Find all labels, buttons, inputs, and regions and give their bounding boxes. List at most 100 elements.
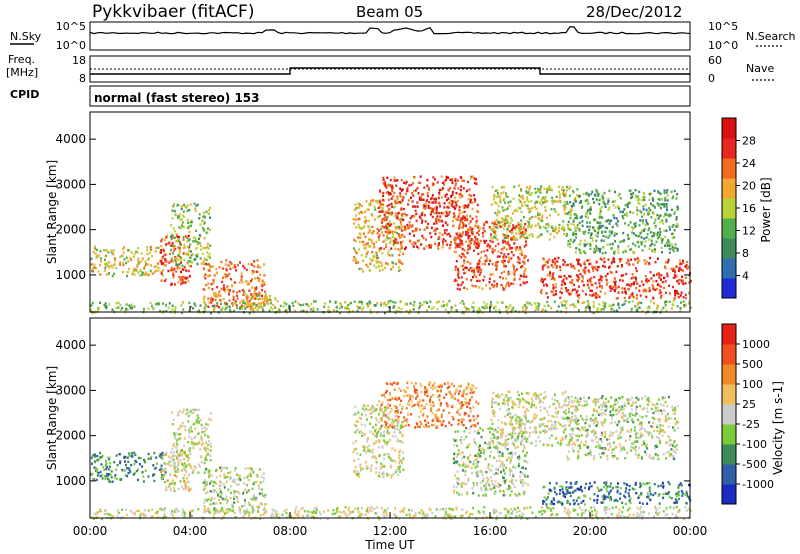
range-gate-cell xyxy=(252,498,255,501)
noise-right-tick-top: 10^5 xyxy=(708,20,738,33)
range-gate-cell xyxy=(546,200,549,203)
range-gate-cell xyxy=(454,184,457,187)
range-gate-cell xyxy=(172,252,174,255)
range-gate-cell xyxy=(522,227,525,230)
range-gate-cell xyxy=(418,425,421,428)
range-gate-cell xyxy=(389,410,392,414)
range-gate-cell xyxy=(97,306,100,309)
range-gate-cell xyxy=(463,249,466,252)
range-gate-cell xyxy=(375,266,378,269)
range-gate-cell xyxy=(475,242,478,245)
range-gate-cell xyxy=(139,514,142,517)
range-gate-cell xyxy=(552,228,555,231)
range-gate-cell xyxy=(630,307,633,311)
range-gate-cell xyxy=(584,309,587,312)
range-gate-cell xyxy=(209,454,212,458)
range-gate-cell xyxy=(288,304,291,307)
range-gate-cell xyxy=(183,246,186,249)
range-gate-cell xyxy=(545,216,548,219)
range-gate-cell xyxy=(493,249,496,252)
range-gate-cell xyxy=(387,237,390,240)
range-gate-cell xyxy=(588,208,591,211)
range-gate-cell xyxy=(481,232,484,235)
range-gate-cell xyxy=(671,232,674,236)
range-gate-cell xyxy=(220,308,223,311)
range-gate-cell xyxy=(206,251,209,254)
range-gate-cell xyxy=(385,443,388,446)
range-gate-cell xyxy=(665,220,668,223)
range-gate-cell xyxy=(466,260,469,264)
range-gate-cell xyxy=(229,267,232,271)
range-gate-cell xyxy=(591,239,594,242)
range-gate-cell xyxy=(421,303,424,307)
range-gate-cell xyxy=(562,280,565,284)
range-gate-cell xyxy=(210,301,213,304)
range-gate-cell xyxy=(631,300,634,303)
range-gate-cell xyxy=(366,265,369,269)
range-gate-cell xyxy=(422,198,425,201)
range-gate-cell xyxy=(651,284,654,287)
range-gate-cell xyxy=(586,225,589,228)
range-gate-cell xyxy=(383,465,386,468)
range-gate-cell xyxy=(498,195,501,199)
range-gate-cell xyxy=(387,456,390,459)
range-gate-cell xyxy=(245,293,248,297)
range-gate-cell xyxy=(508,284,511,287)
range-gate-cell xyxy=(227,508,230,511)
range-gate-cell xyxy=(588,258,591,261)
range-gate-cell xyxy=(113,272,116,275)
range-gate-cell xyxy=(639,294,642,297)
range-gate-cell xyxy=(394,397,397,400)
range-gate-cell xyxy=(412,205,415,208)
noise-trace xyxy=(89,25,691,35)
range-gate-cell xyxy=(472,276,474,279)
range-gate-cell xyxy=(209,274,212,277)
range-gate-cell xyxy=(485,220,488,224)
range-gate-cell xyxy=(477,402,480,405)
range-gate-cell xyxy=(142,480,145,483)
range-gate-cell xyxy=(359,233,362,236)
range-gate-cell xyxy=(205,423,208,426)
range-gate-cell xyxy=(228,478,231,481)
range-gate-cell xyxy=(207,282,210,285)
range-gate-cell xyxy=(457,284,460,287)
range-gate-cell xyxy=(128,304,131,307)
range-gate-cell xyxy=(364,221,367,225)
range-gate-cell xyxy=(234,302,237,305)
range-gate-cell xyxy=(262,301,265,304)
range-gate-cell xyxy=(529,216,532,220)
range-gate-cell xyxy=(297,302,300,305)
range-gate-cell xyxy=(117,306,120,309)
range-gate-cell xyxy=(239,307,241,310)
range-gate-cell xyxy=(262,494,265,498)
range-gate-cell xyxy=(400,226,403,230)
range-gate-cell xyxy=(432,387,435,391)
range-gate-cell xyxy=(452,205,455,209)
range-gate-cell xyxy=(443,183,446,186)
range-gate-cell xyxy=(165,488,167,492)
range-gate-cell xyxy=(99,509,102,513)
range-gate-cell xyxy=(432,384,435,387)
range-gate-cell xyxy=(162,262,165,265)
range-gate-cell xyxy=(397,260,400,263)
range-gate-cell xyxy=(541,219,544,222)
range-gate-cell xyxy=(460,265,463,268)
range-gate-cell xyxy=(248,300,251,303)
range-gate-cell xyxy=(454,397,457,401)
range-gate-cell xyxy=(537,188,540,191)
range-gate-cell xyxy=(429,207,432,210)
range-gate-cell xyxy=(253,290,256,293)
range-gate-cell xyxy=(443,202,446,205)
range-gate-cell xyxy=(193,302,196,305)
range-gate-cell xyxy=(387,228,390,231)
range-gate-cell xyxy=(657,236,659,240)
range-gate-cell xyxy=(344,307,347,310)
range-gate-cell xyxy=(582,250,585,253)
range-gate-cell xyxy=(246,303,249,306)
range-gate-cell xyxy=(183,437,186,440)
range-gate-cell xyxy=(183,474,186,477)
range-gate-cell xyxy=(104,262,107,266)
range-gate-cell xyxy=(233,490,236,493)
range-gate-cell xyxy=(571,279,574,282)
range-gate-cell xyxy=(672,269,675,272)
